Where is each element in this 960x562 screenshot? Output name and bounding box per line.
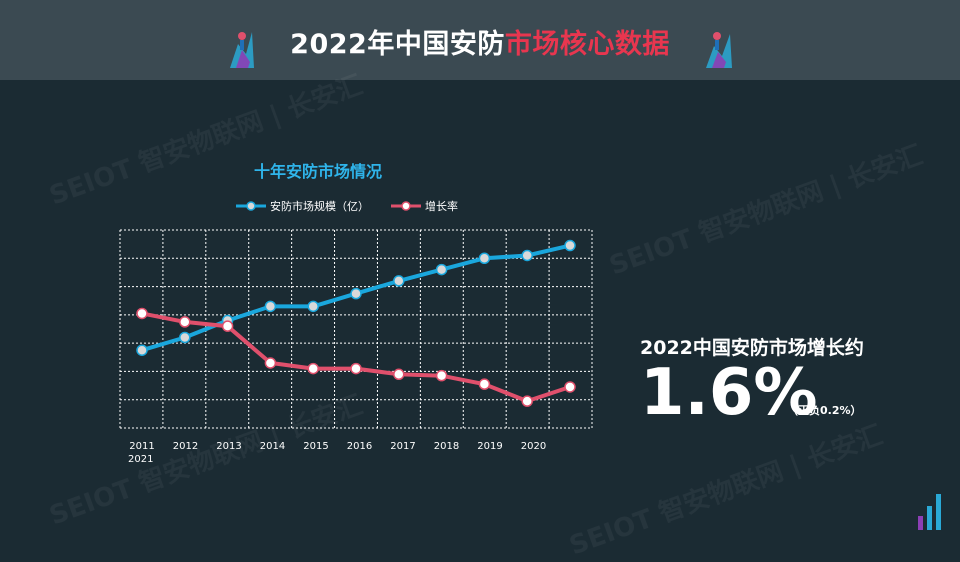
legend-swatch-growth — [391, 201, 421, 211]
legend-item-growth: 增长率 — [391, 198, 458, 214]
series-point-1 — [350, 362, 362, 375]
x-tick-label: 2015 — [303, 441, 328, 452]
series-point-1 — [179, 316, 191, 328]
x-tick-label: 2021 — [128, 454, 153, 465]
x-tick-label: 2020 — [521, 441, 546, 452]
x-tick-label: 2019 — [477, 441, 502, 452]
x-tick-label: 2011 — [129, 441, 154, 452]
series-point-0 — [478, 252, 491, 265]
x-tick-label: 2012 — [173, 441, 198, 452]
title-banner — [0, 0, 960, 80]
series-point-1 — [564, 381, 576, 393]
legend-item-scale: 安防市场规模（亿） — [236, 198, 369, 214]
series-point-1 — [393, 368, 405, 381]
stat-note: （正负0.2%） — [787, 404, 862, 417]
series-point-0 — [264, 300, 277, 313]
slide-title-main: 2022年中国安防 — [290, 29, 505, 60]
legend-label-growth: 增长率 — [425, 200, 458, 213]
x-tick-label: 2013 — [216, 441, 241, 452]
series-point-0 — [393, 275, 405, 287]
series-point-1 — [478, 378, 491, 390]
series-point-1 — [307, 362, 319, 375]
series-point-1 — [221, 320, 234, 332]
series-point-1 — [521, 395, 533, 407]
series-point-0 — [435, 263, 448, 276]
series-point-0 — [307, 300, 319, 313]
x-tick-label: 2018 — [434, 441, 459, 452]
x-tick-label: 2016 — [347, 441, 372, 452]
chart-legend: 安防市场规模（亿） 增长率 — [236, 198, 480, 214]
series-point-0 — [521, 249, 533, 262]
series-point-0 — [350, 287, 362, 300]
decor-figure-left-icon — [230, 32, 254, 68]
x-tick-label: 2014 — [260, 441, 285, 452]
series-point-0 — [136, 344, 148, 356]
x-tick-label: 2017 — [390, 441, 415, 452]
slide-title: 2022年中国安防市场核心数据 — [0, 22, 960, 61]
chart-title: 十年安防市场情况 — [253, 162, 382, 181]
line-chart: 2011 2012 2013 2014 2015 2016 2017 2018 2019 2020… — [119, 229, 593, 465]
series-point-1 — [264, 357, 277, 369]
legend-swatch-scale — [236, 201, 266, 211]
bar-chart-logo-icon — [918, 494, 941, 530]
stat-heading: 2022中国安防市场增长约 — [640, 337, 864, 359]
series-point-0 — [179, 331, 191, 344]
series-point-1 — [136, 307, 148, 320]
legend-label-scale: 安防市场规模（亿） — [270, 200, 369, 213]
decor-figure-right-icon — [706, 32, 732, 68]
slide-title-highlight: 市场核心数据 — [504, 29, 670, 60]
series-point-0 — [564, 239, 576, 252]
series-point-1 — [435, 369, 448, 382]
stat-value: 1.6% — [640, 356, 818, 430]
